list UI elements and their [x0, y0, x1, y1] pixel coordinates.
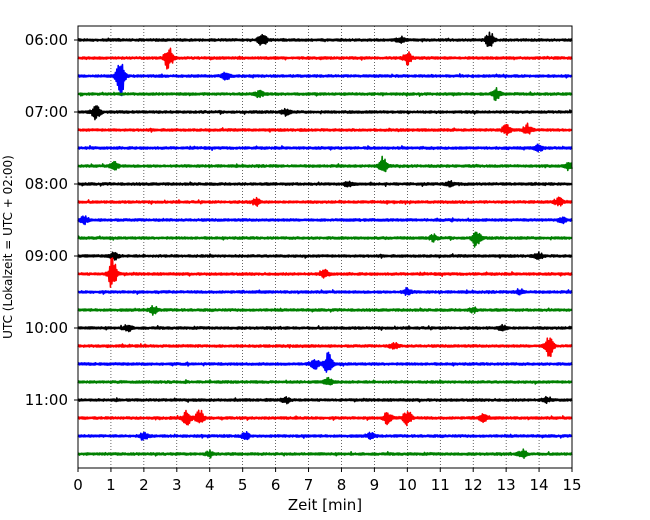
- x-axis-ticks: 0 1 2 3 4 5 6 7 8 9 10 11 12 13 14 15: [73, 468, 582, 494]
- x-tick-label: 8: [337, 476, 347, 494]
- x-tick-label: 3: [172, 476, 182, 494]
- y-tick-label: 11:00: [25, 391, 68, 409]
- y-tick-label: 09:00: [25, 247, 68, 265]
- y-tick-label: 08:00: [25, 175, 68, 193]
- x-tick-label: 9: [370, 476, 380, 494]
- trace-line: [77, 196, 573, 207]
- trace-line: [77, 376, 573, 386]
- trace-line: [77, 430, 573, 441]
- x-tick-label: 2: [139, 476, 149, 494]
- y-tick-label: 07:00: [25, 103, 68, 121]
- trace-line: [77, 323, 573, 333]
- trace-line: [77, 122, 573, 136]
- x-tick-label: 13: [497, 476, 516, 494]
- y-axis-ticks: 06:00 07:00 08:00 09:00 10:00 11:00: [25, 31, 78, 409]
- trace-line: [77, 143, 573, 153]
- trace-line: [77, 31, 573, 47]
- trace-line: [77, 286, 573, 296]
- trace-line: [77, 395, 573, 405]
- trace-line: [77, 257, 573, 288]
- trace-line: [77, 155, 573, 173]
- trace-line: [77, 448, 573, 460]
- x-tick-label: 0: [73, 476, 83, 494]
- plot-frame: [77, 25, 573, 469]
- trace-line: [77, 87, 573, 102]
- trace-line: [77, 251, 573, 261]
- x-tick-label: 10: [398, 476, 417, 494]
- x-tick-label: 1: [106, 476, 116, 494]
- x-tick-label: 5: [238, 476, 248, 494]
- trace-line: [77, 63, 573, 97]
- y-tick-label: 06:00: [25, 31, 68, 49]
- trace-line: [77, 337, 573, 358]
- x-tick-label: 12: [464, 476, 483, 494]
- x-tick-label: 6: [271, 476, 281, 494]
- trace-line: [77, 351, 573, 373]
- trace-line: [77, 305, 573, 316]
- x-tick-label: 7: [304, 476, 314, 494]
- x-axis-label: Zeit [min]: [288, 496, 362, 514]
- x-tick-label: 11: [431, 476, 450, 494]
- trace-line: [77, 215, 573, 226]
- x-tick-label: 4: [205, 476, 215, 494]
- trace-line: [77, 105, 573, 121]
- x-tick-label: 15: [562, 476, 581, 494]
- y-tick-label: 10:00: [25, 319, 68, 337]
- trace-line: [77, 409, 573, 427]
- x-tick-label: 14: [530, 476, 549, 494]
- trace-line: [77, 231, 573, 248]
- trace-line: [77, 47, 573, 70]
- y-axis-label: UTC (Lokalzeit = UTC + 02:00): [1, 155, 15, 339]
- seismic-traces: [77, 31, 573, 460]
- trace-line: [77, 179, 573, 188]
